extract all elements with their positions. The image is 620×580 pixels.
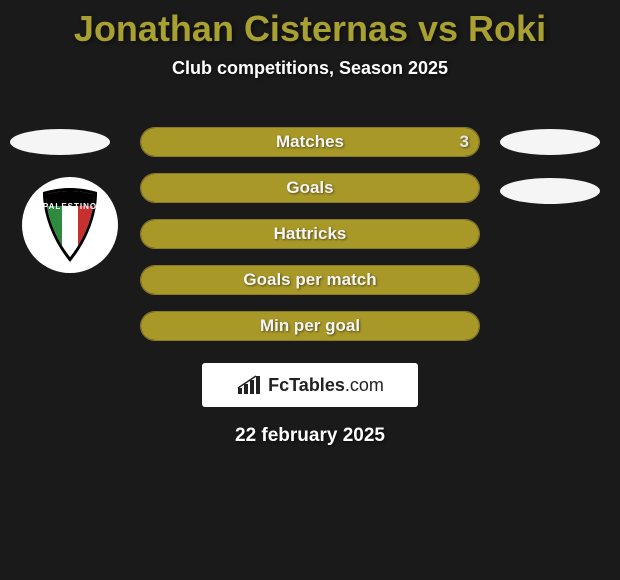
subtitle: Club competitions, Season 2025: [0, 58, 620, 79]
badge-text: PALESTINO: [39, 202, 101, 211]
player-marker-left: [10, 129, 110, 155]
stat-label: Matches: [276, 132, 344, 152]
stat-row: Matches 3: [0, 119, 620, 165]
stat-bar: Matches 3: [140, 127, 480, 157]
stat-label: Hattricks: [274, 224, 347, 244]
stat-label: Goals: [286, 178, 333, 198]
bars-icon: [236, 374, 262, 396]
shield-icon: PALESTINO: [39, 186, 101, 264]
fctables-logo: FcTables.com: [202, 363, 418, 407]
stat-bar: Min per goal: [140, 311, 480, 341]
stat-bar: Goals: [140, 173, 480, 203]
stat-label: Goals per match: [243, 270, 376, 290]
team-badge-left: PALESTINO: [22, 177, 118, 273]
stat-label: Min per goal: [260, 316, 360, 336]
date-text: 22 february 2025: [0, 425, 620, 447]
stat-value: 3: [460, 132, 469, 152]
stat-bar: Goals per match: [140, 265, 480, 295]
player-marker-right: [500, 178, 600, 204]
stat-bar: Hattricks: [140, 219, 480, 249]
page-title: Jonathan Cisternas vs Roki: [0, 0, 620, 50]
logo-text: FcTables.com: [268, 375, 384, 396]
player-marker-right: [500, 129, 600, 155]
stat-row: Min per goal: [0, 303, 620, 349]
